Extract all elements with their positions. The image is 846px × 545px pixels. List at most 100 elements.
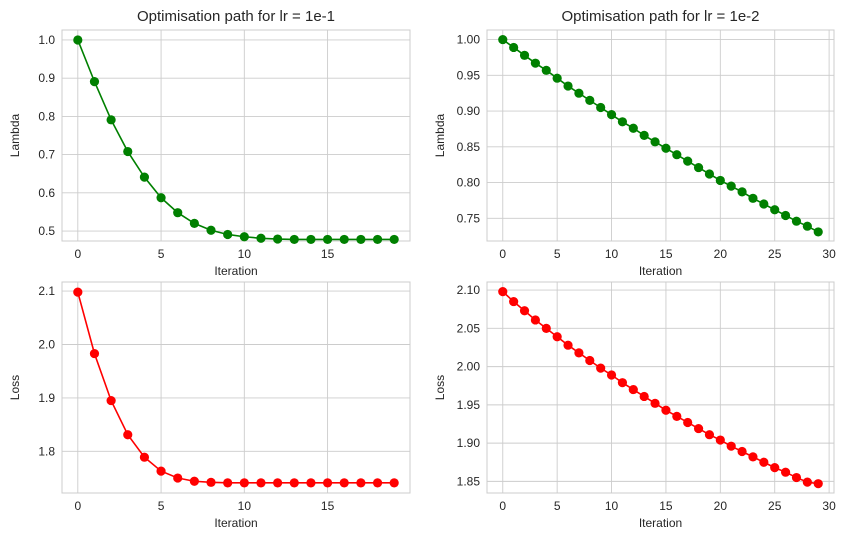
- data-point: [672, 411, 682, 421]
- data-point: [574, 88, 584, 98]
- data-point: [223, 478, 233, 488]
- y-tick-label: 0.8: [38, 109, 55, 123]
- y-tick-label: 0.85: [457, 140, 481, 154]
- data-point: [530, 315, 541, 325]
- data-point: [715, 435, 725, 445]
- y-axis-label: Lambda: [8, 113, 22, 157]
- y-tick-label: 0.75: [457, 211, 481, 225]
- y-tick-label: 2.10: [457, 283, 481, 297]
- data-point: [173, 473, 183, 483]
- data-point: [683, 417, 693, 428]
- y-tick-label: 1.9: [38, 391, 55, 405]
- data-point: [759, 199, 769, 209]
- panel-loss-lr-1e-1: Iteration Loss 0 5 10 15 2.1 2.0 1.9 1.8: [8, 281, 411, 530]
- data-point: [574, 348, 584, 358]
- y-tick-label: 0.95: [457, 68, 481, 82]
- y-tick-label: 1.8: [38, 444, 55, 458]
- data-point: [563, 340, 573, 350]
- data-point: [530, 58, 541, 68]
- data-point: [306, 234, 316, 245]
- data-point: [780, 210, 791, 221]
- x-axis-label: Iteration: [214, 264, 257, 278]
- data-point: [239, 232, 249, 242]
- data-point: [596, 102, 606, 113]
- x-tick-label: 25: [768, 499, 782, 513]
- data-point: [770, 205, 780, 215]
- data-point: [585, 355, 595, 366]
- data-point: [552, 332, 562, 342]
- data-point: [563, 81, 573, 91]
- x-tick-label: 10: [605, 499, 619, 513]
- data-point: [748, 452, 758, 462]
- series-line: [77, 291, 395, 484]
- y-tick-label: 2.1: [38, 284, 55, 298]
- data-point: [770, 463, 780, 473]
- panel-title: Optimisation path for lr = 1e-1: [137, 8, 335, 25]
- y-tick-label: 1.00: [457, 33, 481, 47]
- data-point: [639, 130, 649, 140]
- data-point: [139, 452, 150, 462]
- data-point: [802, 221, 812, 231]
- data-point: [748, 193, 758, 203]
- data-point: [73, 35, 83, 45]
- grid: [62, 30, 410, 241]
- data-point: [813, 479, 823, 489]
- data-point: [189, 476, 199, 486]
- data-point: [256, 233, 266, 243]
- y-tick-label: 2.0: [38, 337, 55, 351]
- data-point: [813, 227, 823, 237]
- x-axis-label: Iteration: [639, 516, 682, 530]
- y-tick-label: 1.90: [457, 436, 481, 450]
- y-tick-label: 1.0: [38, 33, 55, 47]
- data-point: [509, 296, 519, 307]
- x-tick-label: 30: [822, 247, 836, 261]
- data-point: [617, 117, 628, 127]
- grid: [487, 282, 834, 493]
- data-point: [519, 306, 530, 316]
- data-point: [780, 467, 791, 477]
- x-tick-label: 15: [321, 499, 335, 513]
- data-point: [273, 234, 283, 244]
- panel-loss-lr-1e-2: Iteration Loss 0 5 10 15 20 25 30 2.10 2.05 2.00 1…: [433, 281, 836, 530]
- data-point: [519, 50, 530, 60]
- x-axis-label: Iteration: [639, 264, 682, 278]
- data-point: [123, 430, 133, 440]
- y-axis-label: Loss: [433, 375, 447, 400]
- series-line: [77, 39, 395, 241]
- data-point: [306, 478, 316, 488]
- data-point: [737, 446, 747, 457]
- y-axis-label: Loss: [8, 375, 22, 400]
- series-line: [502, 291, 819, 485]
- grid: [487, 30, 834, 241]
- data-point: [704, 169, 715, 179]
- x-tick-label: 15: [659, 499, 673, 513]
- data-point: [596, 363, 606, 373]
- data-point: [289, 234, 299, 245]
- data-point: [650, 137, 660, 147]
- data-point: [223, 229, 233, 240]
- y-tick-label: 0.9: [38, 71, 55, 85]
- y-tick-label: 0.80: [457, 176, 481, 190]
- x-tick-label: 20: [714, 499, 728, 513]
- y-tick-label: 2.05: [457, 321, 481, 335]
- axes-frame: [61, 281, 411, 494]
- x-tick-label: 5: [554, 499, 561, 513]
- x-tick-label: 0: [499, 499, 506, 513]
- data-point: [289, 478, 299, 488]
- y-axis-label: Lambda: [433, 113, 447, 157]
- x-tick-label: 10: [605, 247, 619, 261]
- data-point: [89, 77, 100, 87]
- axes-frame: [486, 281, 835, 494]
- data-point: [73, 287, 83, 297]
- grid: [62, 282, 410, 493]
- data-point: [356, 478, 366, 488]
- data-point: [726, 181, 736, 191]
- x-tick-label: 0: [499, 247, 506, 261]
- x-tick-label: 5: [554, 247, 561, 261]
- data-point: [156, 193, 166, 203]
- data-point: [552, 73, 562, 83]
- panel-title: Optimisation path for lr = 1e-2: [561, 8, 759, 25]
- data-point: [661, 405, 671, 415]
- data-point: [123, 146, 133, 157]
- y-tick-label: 0.6: [38, 186, 55, 200]
